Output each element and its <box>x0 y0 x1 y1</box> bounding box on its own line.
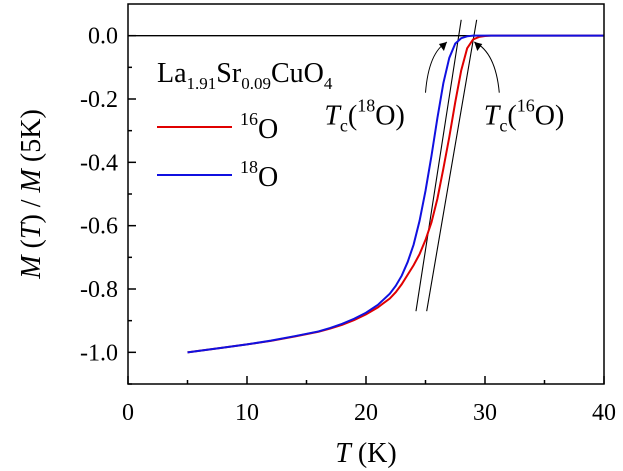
annotations-group: Tc(18O) Tc(16O) <box>324 41 564 135</box>
x-tick-label-30: 30 <box>473 400 497 426</box>
y-title-m2: M <box>16 167 47 193</box>
annotation-label-tc-18O: Tc(18O) <box>324 95 404 135</box>
legend-symbol-16O: O <box>258 114 278 145</box>
x-tick-label-40: 40 <box>592 400 616 426</box>
tangent-lines-group <box>415 19 478 312</box>
y-tick-label--1.0: -1.0 <box>80 340 118 366</box>
series-group <box>187 34 604 354</box>
x-axis-title: T (K) <box>335 438 396 469</box>
tangent-line-18O <box>415 19 462 312</box>
ticks-group: 0 10 20 30 40 0.0 -0.2 -0.4 -0.6 -0.8 -1.0 <box>80 24 616 426</box>
tc-18O-open: ( <box>348 100 357 131</box>
compound-o-sub: 4 <box>324 74 333 93</box>
tc-16O-symbol: T <box>484 100 502 131</box>
x-tick-label-10: 10 <box>235 400 259 426</box>
legend-mass-16O: 16 <box>240 109 258 129</box>
legend-label-18O: 18O <box>240 157 278 193</box>
x-tick-label-20: 20 <box>354 400 378 426</box>
y-axis-title: M (T) / M (5K) <box>16 109 47 280</box>
tc-16O-close: ) <box>555 100 564 131</box>
tc-18O-element: O <box>375 100 395 131</box>
tc-18O-sub: c <box>340 115 348 135</box>
y-title-t: T <box>16 221 47 239</box>
compound-la: La <box>157 58 187 89</box>
y-title-5k: 5K <box>16 119 47 153</box>
x-tick-label-0: 0 <box>122 400 134 426</box>
tc-16O-open: ( <box>507 100 516 131</box>
annotation-arrowhead-tc-16O <box>474 42 483 51</box>
plot-frame <box>127 3 605 385</box>
y-tick-label--0.4: -0.4 <box>80 150 118 176</box>
series-line-18O <box>187 34 604 354</box>
annotation-label-tc-16O: Tc(16O) <box>484 95 564 135</box>
tangent-line-16O <box>426 19 478 312</box>
tc-18O-mass: 18 <box>357 95 375 115</box>
y-title-m1: M <box>16 254 47 280</box>
compound-cuo: CuO <box>271 58 324 89</box>
y-tick-label--0.2: -0.2 <box>80 87 118 113</box>
x-axis-title-unit: (K) <box>351 438 397 469</box>
y-tick-label--0.6: -0.6 <box>80 214 118 240</box>
tc-18O-close: ) <box>395 100 404 131</box>
annotation-arrowhead-tc-18O <box>438 42 447 51</box>
tc-18O-symbol: T <box>324 100 342 131</box>
x-axis-title-symbol: T <box>335 438 353 469</box>
compound-sr: Sr <box>216 58 242 89</box>
compound-sr-sub: 0.09 <box>241 74 271 93</box>
y-tick-label--0.8: -0.8 <box>80 277 118 303</box>
compound-la-sub: 1.91 <box>187 74 217 93</box>
legend-mass-18O: 18 <box>240 157 258 177</box>
tc-16O-sub: c <box>499 115 507 135</box>
tc-16O-mass: 16 <box>517 95 535 115</box>
legend-symbol-18O: O <box>258 162 278 193</box>
tc-16O-element: O <box>535 100 555 131</box>
y-tick-label-0.0: 0.0 <box>88 24 118 50</box>
compound-label: La1.91Sr0.09CuO4 <box>157 58 333 93</box>
legend-label-16O: 16O <box>240 109 278 145</box>
